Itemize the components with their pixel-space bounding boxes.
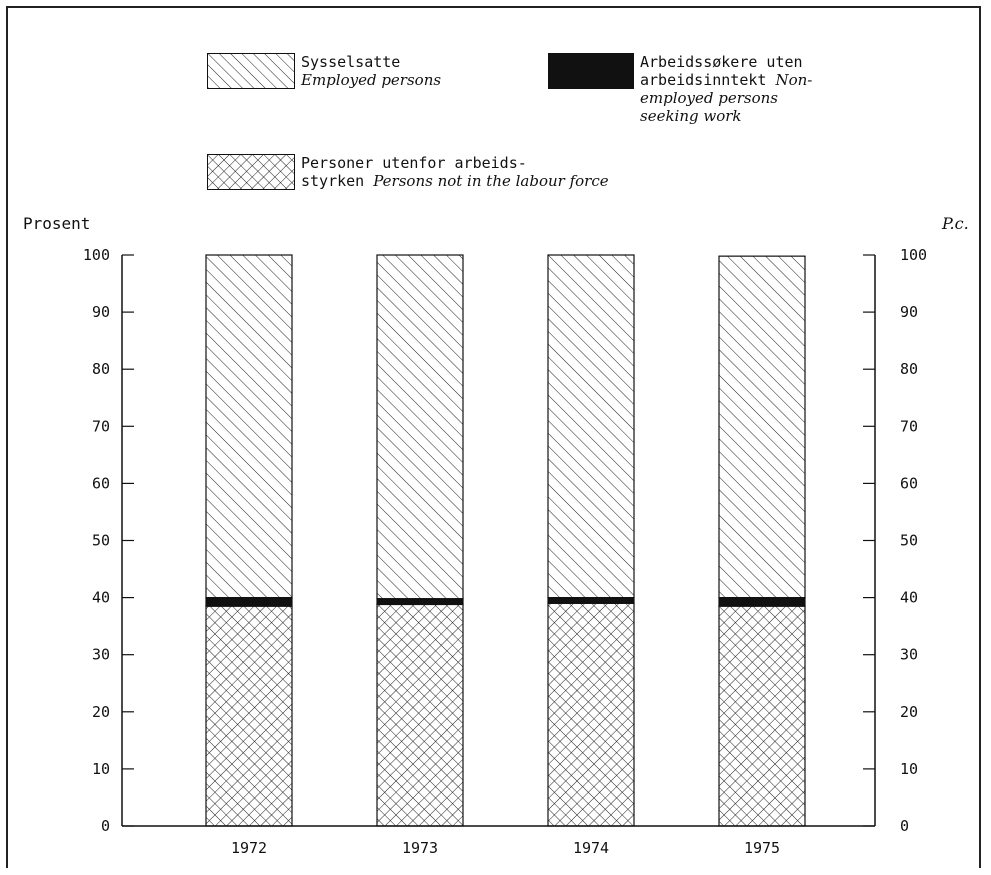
y-axis-left-unit: Prosent — [23, 214, 91, 233]
legend-not-in-force-no-1: Personer utenfor arbeids- — [301, 154, 527, 172]
y-tick-label-left: 90 — [92, 303, 110, 321]
y-tick-label-right: 30 — [900, 646, 918, 664]
bar-segment-not-in-labour-force — [547, 602, 635, 827]
legend-seeking: Arbeidssøkere uten arbeidsinntekt Non- e… — [548, 53, 812, 125]
y-tick-label-left: 0 — [101, 817, 110, 835]
chart-frame — [6, 6, 981, 868]
x-tick-label: 1974 — [573, 839, 609, 857]
y-tick-label-right: 20 — [900, 703, 918, 721]
bar-segment-seeking-work — [547, 596, 635, 604]
bar-segment-not-in-labour-force — [718, 605, 806, 827]
y-tick-label-left: 70 — [92, 417, 110, 435]
y-tick-label-right: 70 — [900, 417, 918, 435]
bar-segment-employed — [547, 254, 635, 599]
y-tick-label-right: 90 — [900, 303, 918, 321]
bar-segment-seeking-work — [205, 596, 293, 607]
bar-segment-not-in-labour-force — [205, 605, 293, 827]
legend-swatch-not-in-force — [207, 154, 295, 190]
y-tick-label-left: 30 — [92, 646, 110, 664]
legend-not-in-force: Personer utenfor arbeids- styrken Person… — [207, 154, 609, 190]
y-tick-label-right: 80 — [900, 360, 918, 378]
y-tick-label-left: 10 — [92, 760, 110, 778]
legend-employed-no: Sysselsatte — [301, 53, 401, 71]
y-tick-label-right: 60 — [900, 474, 918, 492]
bar-segment-employed — [718, 255, 806, 599]
y-tick-label-left: 40 — [92, 589, 110, 607]
y-tick-label-right: 50 — [900, 532, 918, 550]
y-tick-label-right: 100 — [900, 246, 927, 264]
legend-employed-en: Employed persons — [301, 71, 442, 89]
legend-swatch-employed — [207, 53, 295, 89]
y-tick-label-right: 40 — [900, 589, 918, 607]
legend-seeking-en-1: Non- — [775, 71, 813, 89]
legend-seeking-en-3: seeking work — [640, 107, 742, 125]
y-tick-label-left: 50 — [92, 532, 110, 550]
bar-segment-not-in-labour-force — [376, 603, 464, 827]
y-tick-label-right: 0 — [900, 817, 909, 835]
legend-swatch-seeking — [548, 53, 634, 89]
legend-not-in-force-en: Persons not in the labour force — [373, 172, 609, 190]
legend-seeking-en-2: employed persons — [640, 89, 778, 107]
bar-segment-employed — [205, 254, 293, 599]
legend-employed: Sysselsatte Employed persons — [207, 53, 441, 89]
legend-seeking-no-2: arbeidsinntekt — [640, 71, 776, 89]
y-tick-label-left: 80 — [92, 360, 110, 378]
y-tick-label-left: 20 — [92, 703, 110, 721]
bar-segment-seeking-work — [718, 596, 806, 607]
bar-segment-employed — [376, 254, 464, 600]
x-tick-label: 1973 — [402, 839, 438, 857]
y-tick-label-right: 10 — [900, 760, 918, 778]
y-tick-label-left: 100 — [83, 246, 110, 264]
bar-segment-seeking-work — [376, 598, 464, 606]
x-tick-label: 1975 — [744, 839, 780, 857]
y-tick-label-left: 60 — [92, 474, 110, 492]
x-tick-label: 1972 — [231, 839, 267, 857]
legend-seeking-no-1: Arbeidssøkere uten — [640, 53, 803, 71]
legend-not-in-force-no-2: styrken — [301, 172, 374, 190]
y-axis-right-unit: P.c. — [942, 214, 969, 233]
